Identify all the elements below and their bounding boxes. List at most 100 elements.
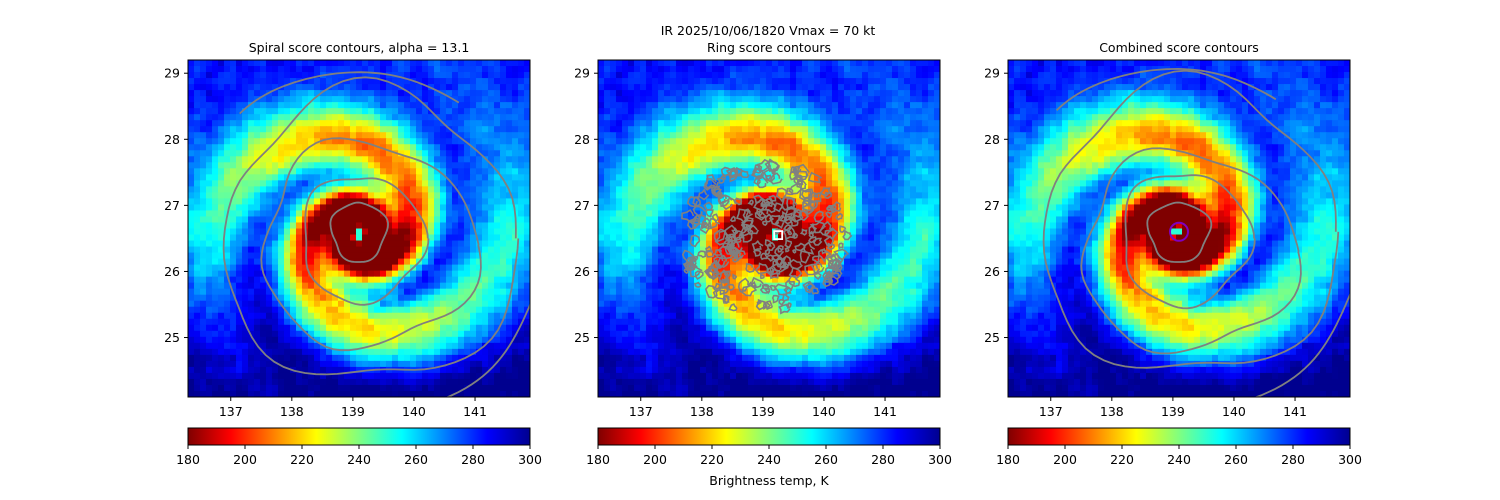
heatmap-cell	[254, 78, 261, 85]
heatmap-cell	[500, 168, 507, 175]
heatmap-cell	[458, 174, 465, 181]
heatmap-cell	[410, 198, 417, 206]
heatmap-cell	[616, 132, 623, 139]
heatmap-cell	[236, 288, 243, 296]
heatmap-cell	[290, 336, 297, 344]
heatmap-cell	[718, 66, 725, 73]
heatmap-cell	[494, 354, 501, 362]
heatmap-cell	[266, 234, 273, 242]
heatmap-cell	[874, 66, 881, 73]
heatmap-cell	[652, 234, 659, 242]
heatmap-cell	[874, 96, 881, 103]
heatmap-cell	[622, 114, 629, 121]
heatmap-cell	[494, 138, 501, 145]
heatmap-cell	[494, 66, 501, 73]
heatmap-cell	[844, 138, 851, 145]
heatmap-cell	[290, 240, 297, 248]
heatmap-cell	[428, 60, 435, 67]
heatmap-cell	[766, 132, 773, 139]
heatmap-cell	[392, 60, 399, 67]
heatmap-cell	[458, 156, 465, 163]
heatmap-cell	[790, 84, 797, 91]
heatmap-cell	[266, 180, 273, 187]
heatmap-cell	[808, 216, 815, 224]
heatmap-cell	[802, 96, 809, 103]
heatmap-cell	[230, 216, 237, 224]
heatmap-cell	[820, 138, 827, 145]
heatmap-cell	[398, 240, 405, 248]
heatmap-cell	[368, 318, 375, 326]
heatmap-cell	[476, 66, 483, 73]
heatmap-cell	[482, 222, 489, 230]
heatmap-cell	[652, 222, 659, 230]
heatmap-cell	[748, 120, 755, 127]
heatmap-cell	[236, 366, 243, 374]
heatmap-cell	[212, 348, 219, 356]
heatmap-cell	[604, 108, 611, 115]
heatmap-cell	[598, 90, 605, 97]
heatmap-cell	[910, 108, 917, 115]
heatmap-cell	[308, 102, 315, 109]
heatmap-cell	[362, 288, 369, 296]
heatmap-cell	[200, 126, 207, 133]
heatmap-cell	[248, 114, 255, 121]
heatmap-cell	[838, 90, 845, 97]
heatmap-cell	[374, 216, 381, 224]
heatmap-cell	[766, 66, 773, 73]
heatmap-cell	[476, 78, 483, 85]
heatmap-cell	[332, 336, 339, 344]
heatmap-cell	[194, 96, 201, 103]
heatmap-cell	[380, 186, 387, 193]
heatmap-cell	[760, 66, 767, 73]
heatmap-cell	[230, 294, 237, 302]
heatmap-cell	[688, 108, 695, 115]
heatmap-cell	[482, 168, 489, 175]
heatmap-cell	[404, 216, 411, 224]
heatmap-cell	[314, 132, 321, 139]
heatmap-cell	[494, 216, 501, 224]
heatmap-cell	[218, 330, 225, 338]
heatmap-cell	[272, 366, 279, 374]
heatmap-cell	[248, 192, 255, 200]
heatmap-cell	[284, 366, 291, 374]
heatmap-cell	[754, 222, 761, 230]
heatmap-cell	[356, 132, 363, 139]
heatmap-cell	[458, 366, 465, 374]
heatmap-cell	[320, 204, 327, 212]
heatmap-cell	[428, 144, 435, 151]
heatmap-cell	[380, 228, 387, 236]
heatmap-cell	[916, 180, 923, 187]
heatmap-cell	[332, 138, 339, 145]
heatmap-cell	[332, 384, 339, 392]
heatmap-cell	[742, 60, 749, 67]
heatmap-cell	[374, 156, 381, 163]
heatmap-cell	[808, 162, 815, 169]
heatmap-cell	[236, 126, 243, 133]
heatmap-cell	[694, 234, 701, 242]
heatmap-cell	[598, 138, 605, 145]
heatmap-cell	[518, 90, 525, 97]
heatmap-cell	[476, 84, 483, 91]
heatmap-cell	[326, 90, 333, 97]
heatmap-cell	[302, 72, 309, 79]
heatmap-cell	[260, 318, 267, 326]
heatmap-cell	[898, 96, 905, 103]
heatmap-cell	[362, 276, 369, 284]
heatmap-cell	[200, 60, 207, 67]
heatmap-cell	[272, 144, 279, 151]
heatmap-cell	[670, 60, 677, 67]
heatmap-cell	[652, 120, 659, 127]
heatmap-cell	[344, 180, 351, 187]
heatmap-cell	[416, 114, 423, 121]
heatmap-cell	[218, 258, 225, 266]
heatmap-cell	[670, 120, 677, 127]
heatmap-cell	[440, 360, 447, 368]
heatmap-cell	[646, 102, 653, 109]
heatmap-cell	[482, 96, 489, 103]
heatmap-cell	[374, 330, 381, 338]
heatmap-cell	[272, 264, 279, 272]
heatmap-cell	[458, 264, 465, 272]
heatmap-cell	[308, 108, 315, 115]
heatmap-cell	[338, 120, 345, 127]
heatmap-cell	[428, 132, 435, 139]
